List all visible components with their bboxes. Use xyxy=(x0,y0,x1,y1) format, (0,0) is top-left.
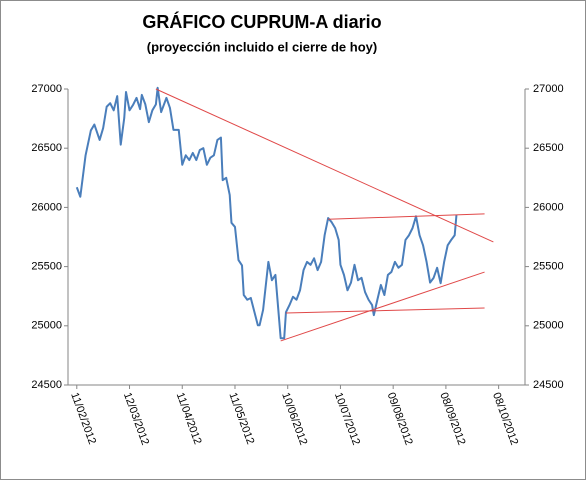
y-tick-label: 26500 xyxy=(31,142,62,154)
trend-line xyxy=(285,307,485,314)
trend-line xyxy=(328,213,485,220)
trend-line xyxy=(280,271,485,342)
y2-tick-label: 26500 xyxy=(533,142,564,154)
y-tick-label: 25000 xyxy=(31,320,62,332)
y-tick-label: 26000 xyxy=(31,201,62,213)
y2-tick-label: 27000 xyxy=(533,83,564,95)
price-line xyxy=(75,86,458,340)
chart-subtitle: (proyección incluido el cierre de hoy) xyxy=(147,39,377,54)
y-tick-label: 24500 xyxy=(31,379,62,391)
trend-line xyxy=(155,88,494,243)
chart-title: GRÁFICO CUPRUM-A diario xyxy=(142,11,381,32)
y2-tick-label: 24500 xyxy=(533,379,564,391)
y-tick-label: 25500 xyxy=(31,261,62,273)
y2-tick-label: 25500 xyxy=(533,261,564,273)
y2-tick-label: 26000 xyxy=(533,201,564,213)
y2-tick-label: 25000 xyxy=(533,320,564,332)
y-tick-label: 27000 xyxy=(31,83,62,95)
